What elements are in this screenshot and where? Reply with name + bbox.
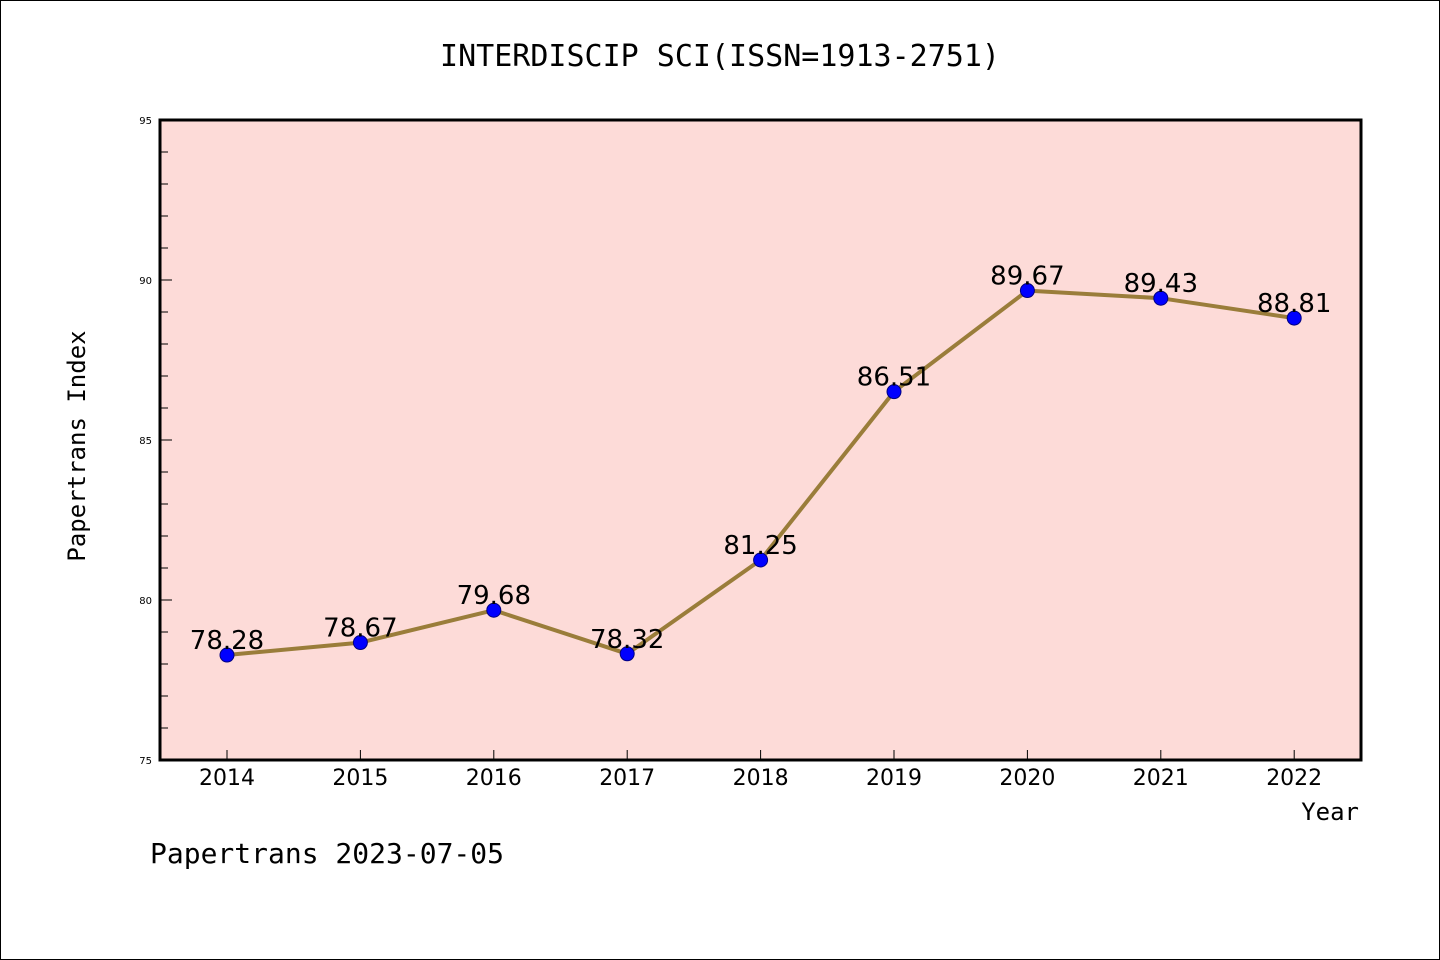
data-point — [1153, 290, 1169, 306]
data-point — [886, 384, 902, 400]
data-label: 89.43 — [1124, 269, 1198, 299]
data-point — [1019, 283, 1035, 299]
y-tick-label: 90 — [139, 276, 152, 287]
data-label: 81.25 — [723, 531, 797, 561]
data-labels: 78.28 78.67 79.68 78.32 81.25 86.51 89.67 89.43… — [190, 262, 1332, 656]
footer-watermark: Papertrans 2023-07-05 — [150, 837, 504, 870]
data-label: 78.28 — [190, 626, 264, 656]
y-tick-label: 75 — [139, 756, 152, 767]
data-label: 78.67 — [323, 614, 397, 644]
x-tick-label: 2016 — [466, 766, 522, 791]
data-label: 89.67 — [990, 262, 1064, 292]
y-axis-label: Papertrans Index — [63, 330, 91, 561]
data-label: 86.51 — [857, 363, 931, 393]
series-markers — [219, 283, 1302, 663]
x-tick-label: 2017 — [599, 766, 655, 791]
x-tick-label: 2020 — [999, 766, 1055, 791]
x-tick-label: 2022 — [1266, 766, 1322, 791]
y-tick-label: 95 — [139, 116, 152, 127]
x-tick-label: 2015 — [332, 766, 388, 791]
x-axis-label: Year — [1301, 798, 1359, 826]
data-point — [352, 635, 368, 651]
data-point — [753, 552, 769, 568]
data-label: 78.32 — [590, 625, 664, 655]
x-axis: 2014 2015 2016 2017 2018 2019 2020 2021 2022 — [199, 750, 1322, 791]
data-point — [619, 646, 635, 662]
data-point — [1286, 310, 1302, 326]
y-axis: 75 80 85 90 95 — [139, 116, 172, 767]
y-tick-label: 85 — [139, 436, 152, 447]
chart-title: INTERDISCIP SCI(ISSN=1913-2751) — [440, 39, 1000, 74]
data-point — [486, 602, 502, 618]
plot-area — [158, 118, 1363, 762]
x-tick-label: 2018 — [733, 766, 789, 791]
x-tick-label: 2019 — [866, 766, 922, 791]
x-tick-label: 2014 — [199, 766, 255, 791]
x-tick-label: 2021 — [1133, 766, 1189, 791]
data-label: 88.81 — [1257, 289, 1331, 319]
data-point — [219, 647, 235, 663]
y-tick-label: 80 — [139, 596, 152, 607]
data-label: 79.68 — [457, 581, 531, 611]
